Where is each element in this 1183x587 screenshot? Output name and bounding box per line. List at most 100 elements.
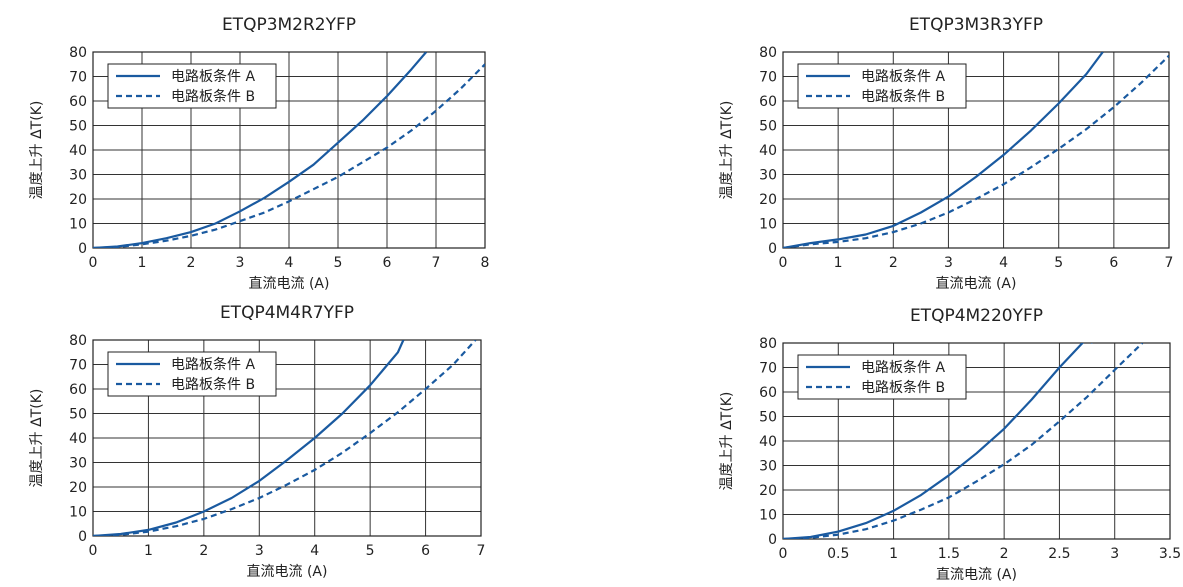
y-tick-label: 30 bbox=[69, 168, 87, 184]
x-tick-label: 3 bbox=[944, 255, 953, 271]
x-tick-label: 3.5 bbox=[1159, 546, 1181, 562]
y-tick-label: 50 bbox=[759, 119, 777, 135]
plot-frame bbox=[782, 342, 1171, 540]
x-tick-label: 0 bbox=[89, 543, 98, 559]
x-tick-label: 1 bbox=[889, 546, 898, 562]
x-tick-label: 4 bbox=[285, 255, 294, 271]
x-tick-label: 6 bbox=[383, 255, 392, 271]
y-tick-label: 40 bbox=[69, 143, 87, 159]
chart-3: 0 1 2 3 4 5 6 701020304050607080ETQP4M4R7YFP直流电… bbox=[29, 303, 485, 580]
x-tick-label: 7 bbox=[1165, 255, 1174, 271]
x-tick-label: 1 bbox=[144, 543, 153, 559]
x-tick-label: 5 bbox=[1054, 255, 1063, 271]
x-tick-label: 1.5 bbox=[938, 546, 960, 562]
y-tick-label: 10 bbox=[69, 217, 87, 233]
y-tick-label: 80 bbox=[69, 45, 87, 61]
x-tick-label: 2.5 bbox=[1048, 546, 1070, 562]
x-tick-label: 4 bbox=[310, 543, 319, 559]
legend-box bbox=[107, 351, 277, 397]
y-axis-label: 温度上升 ΔT(K) bbox=[719, 392, 735, 491]
x-tick-label: 2 bbox=[1000, 546, 1009, 562]
chart-2: 0 1 2 3 4 5 6 701020304050607080ETQP3M3R3YFP直流电… bbox=[719, 15, 1173, 292]
legend-label: 电路板条件 B bbox=[171, 88, 255, 105]
y-tick-label: 80 bbox=[69, 333, 87, 349]
y-tick-label: 70 bbox=[69, 70, 87, 86]
y-tick-label: 40 bbox=[759, 434, 777, 450]
x-tick-label: 1 bbox=[138, 255, 147, 271]
x-tick-label: 0 bbox=[89, 255, 98, 271]
y-tick-label: 20 bbox=[759, 483, 777, 499]
legend-label: 电路板条件 B bbox=[861, 88, 945, 105]
y-tick-label: 60 bbox=[759, 385, 777, 401]
x-tick-label: 3 bbox=[255, 543, 264, 559]
legend: 电路板条件 A 电路板条件 B bbox=[107, 63, 277, 109]
x-tick-label: 5 bbox=[334, 255, 343, 271]
y-axis-label: 温度上升 ΔT(K) bbox=[29, 389, 45, 488]
x-axis-label: 直流电流 (A) bbox=[249, 275, 330, 292]
plot-frame bbox=[92, 339, 482, 537]
y-tick-label: 30 bbox=[759, 459, 777, 475]
y-tick-label: 60 bbox=[69, 94, 87, 110]
y-tick-label: 60 bbox=[759, 94, 777, 110]
y-tick-label: 30 bbox=[69, 456, 87, 472]
legend-label: 电路板条件 B bbox=[171, 376, 255, 393]
series-line-a bbox=[93, 340, 405, 536]
y-tick-label: 70 bbox=[759, 361, 777, 377]
x-tick-label: 8 bbox=[481, 255, 490, 271]
series-line-a bbox=[93, 52, 428, 248]
chart-title: ETQP4M4R7YFP bbox=[220, 303, 354, 323]
legend-label: 电路板条件 B bbox=[861, 379, 945, 396]
chart-4: 0 0.5 1 1.5 2 2.5 3 3.5 0 10 20 30 40 50 60 70 80 ETQP4M2… bbox=[719, 306, 1181, 583]
y-tick-label: 10 bbox=[759, 508, 777, 524]
legend-box bbox=[107, 63, 277, 109]
x-axis-label: 直流电流 (A) bbox=[936, 566, 1017, 583]
y-tick-label: 80 bbox=[759, 336, 777, 352]
series-line-b bbox=[93, 340, 477, 536]
y-tick-label: 60 bbox=[69, 382, 87, 398]
x-tick-label: 0 bbox=[779, 255, 788, 271]
y-tick-label: 50 bbox=[759, 410, 777, 426]
legend-box bbox=[797, 354, 967, 400]
y-tick-label: 10 bbox=[759, 217, 777, 233]
legend: 电路板条件 A 电路板条件 B bbox=[107, 351, 277, 397]
x-tick-label: 5 bbox=[366, 543, 375, 559]
legend-label: 电路板条件 A bbox=[171, 356, 255, 373]
legend: 电路板条件 A 电路板条件 B bbox=[797, 63, 967, 109]
chart-1: 0 1 2 3 4 5 6 7 801020304050607080ETQP3M2R2YFP直流… bbox=[29, 15, 489, 292]
x-tick-label: 3 bbox=[1110, 546, 1119, 562]
y-tick-label: 20 bbox=[69, 192, 87, 208]
plot-frame bbox=[782, 51, 1170, 249]
series-line-b bbox=[783, 343, 1144, 539]
y-tick-label: 20 bbox=[759, 192, 777, 208]
y-axis-label: 温度上升 ΔT(K) bbox=[29, 101, 45, 200]
x-tick-label: 0.5 bbox=[827, 546, 849, 562]
x-tick-label: 4 bbox=[999, 255, 1008, 271]
series-line-b bbox=[783, 54, 1169, 248]
x-axis-label: 直流电流 (A) bbox=[936, 275, 1017, 292]
y-tick-label: 40 bbox=[69, 431, 87, 447]
x-tick-label: 7 bbox=[432, 255, 441, 271]
x-tick-label: 6 bbox=[1109, 255, 1118, 271]
y-tick-label: 80 bbox=[759, 45, 777, 61]
y-tick-label: 0 bbox=[78, 241, 87, 257]
x-tick-label: 0 bbox=[779, 546, 788, 562]
x-tick-label: 6 bbox=[421, 543, 430, 559]
x-tick-label: 7 bbox=[477, 543, 486, 559]
x-tick-label: 2 bbox=[889, 255, 898, 271]
legend: 电路板条件 A 电路板条件 B bbox=[797, 354, 967, 400]
legend-label: 电路板条件 A bbox=[861, 359, 945, 376]
x-axis-label: 直流电流 (A) bbox=[247, 563, 328, 580]
legend-label: 电路板条件 A bbox=[861, 68, 945, 85]
series-line-a bbox=[783, 343, 1093, 539]
y-tick-label: 10 bbox=[69, 505, 87, 521]
y-tick-label: 20 bbox=[69, 480, 87, 496]
series-line-b bbox=[93, 63, 485, 248]
y-tick-label: 0 bbox=[768, 241, 777, 257]
y-tick-label: 40 bbox=[759, 143, 777, 159]
x-tick-label: 2 bbox=[199, 543, 208, 559]
y-tick-label: 30 bbox=[759, 168, 777, 184]
legend-label: 电路板条件 A bbox=[171, 68, 255, 85]
y-tick-label: 50 bbox=[69, 119, 87, 135]
